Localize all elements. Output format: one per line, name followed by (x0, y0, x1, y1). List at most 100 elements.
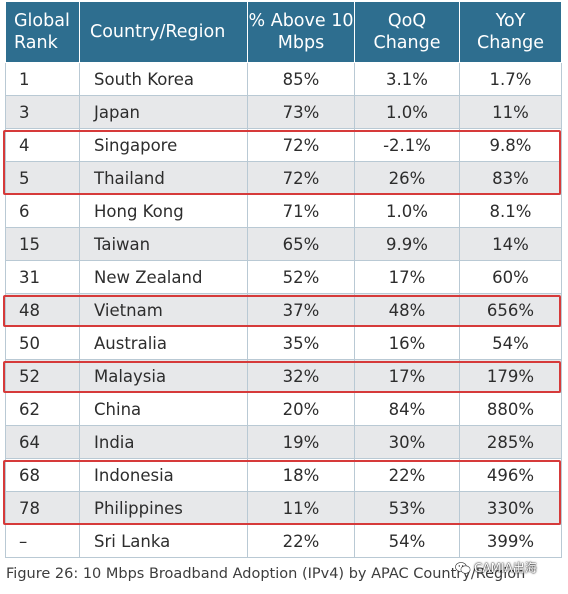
table-row: 48 Vietnam 37% 48% 656% (5, 293, 562, 327)
cell-rank: 1 (5, 62, 80, 96)
cell-rank: – (5, 524, 80, 558)
cell-yoy-change: 11% (459, 95, 562, 129)
cell-yoy-change: 8.1% (459, 194, 562, 228)
cell-yoy-change: 330% (459, 491, 562, 525)
cell-country: Thailand (79, 161, 248, 195)
watermark-text: CAMIA出海 (474, 561, 537, 575)
cell-qoq-change: -2.1% (354, 128, 460, 162)
table-body: 1 South Korea 85% 3.1% 1.7% 3 Japan 73% 1.0% 11% 4… (5, 62, 562, 558)
cell-country: India (79, 425, 248, 459)
header-qoq-change: QoQ Change (354, 1, 460, 63)
cell-pct-above-10mbps: 11% (247, 491, 355, 525)
header-pct-above-10mbps: % Above 10 Mbps (247, 1, 355, 63)
cell-qoq-change: 17% (354, 260, 460, 294)
cell-rank: 50 (5, 326, 80, 360)
cell-yoy-change: 83% (459, 161, 562, 195)
cell-pct-above-10mbps: 71% (247, 194, 355, 228)
cell-qoq-change: 9.9% (354, 227, 460, 261)
table-row: 64 India 19% 30% 285% (5, 425, 562, 459)
cell-country: Vietnam (79, 293, 248, 327)
cell-pct-above-10mbps: 72% (247, 161, 355, 195)
cell-qoq-change: 3.1% (354, 62, 460, 96)
cell-rank: 62 (5, 392, 80, 426)
header-row: Global Rank Country/Region % Above 10 Mb… (5, 1, 562, 63)
cell-rank: 68 (5, 458, 80, 492)
table-row: 3 Japan 73% 1.0% 11% (5, 95, 562, 129)
cell-country: Australia (79, 326, 248, 360)
cell-country: Taiwan (79, 227, 248, 261)
cell-pct-above-10mbps: 73% (247, 95, 355, 129)
cell-qoq-change: 17% (354, 359, 460, 393)
cell-country: Japan (79, 95, 248, 129)
cell-country: New Zealand (79, 260, 248, 294)
cell-country: Singapore (79, 128, 248, 162)
cell-qoq-change: 16% (354, 326, 460, 360)
cell-yoy-change: 60% (459, 260, 562, 294)
cell-yoy-change: 285% (459, 425, 562, 459)
cell-rank: 3 (5, 95, 80, 129)
cell-yoy-change: 496% (459, 458, 562, 492)
cell-pct-above-10mbps: 22% (247, 524, 355, 558)
cell-pct-above-10mbps: 52% (247, 260, 355, 294)
header-global-rank: Global Rank (5, 1, 80, 63)
cell-yoy-change: 656% (459, 293, 562, 327)
cell-qoq-change: 30% (354, 425, 460, 459)
table-row: – Sri Lanka 22% 54% 399% (5, 524, 562, 558)
table-row: 15 Taiwan 65% 9.9% 14% (5, 227, 562, 261)
cell-yoy-change: 9.8% (459, 128, 562, 162)
table-row: 4 Singapore 72% -2.1% 9.8% (5, 128, 562, 162)
table-row: 52 Malaysia 32% 17% 179% (5, 359, 562, 393)
cell-qoq-change: 22% (354, 458, 460, 492)
wechat-icon (455, 561, 471, 575)
cell-pct-above-10mbps: 65% (247, 227, 355, 261)
cell-pct-above-10mbps: 20% (247, 392, 355, 426)
cell-qoq-change: 84% (354, 392, 460, 426)
cell-qoq-change: 48% (354, 293, 460, 327)
table-row: 1 South Korea 85% 3.1% 1.7% (5, 62, 562, 96)
cell-rank: 48 (5, 293, 80, 327)
cell-country: Philippines (79, 491, 248, 525)
cell-qoq-change: 26% (354, 161, 460, 195)
table-row: 31 New Zealand 52% 17% 60% (5, 260, 562, 294)
cell-rank: 78 (5, 491, 80, 525)
cell-rank: 4 (5, 128, 80, 162)
header-country-region: Country/Region (79, 1, 248, 63)
header-yoy-change: YoY Change (459, 1, 562, 63)
cell-pct-above-10mbps: 35% (247, 326, 355, 360)
watermark: CAMIA出海 (455, 559, 537, 576)
table-row: 78 Philippines 11% 53% 330% (5, 491, 562, 525)
cell-rank: 64 (5, 425, 80, 459)
cell-country: China (79, 392, 248, 426)
cell-country: Sri Lanka (79, 524, 248, 558)
cell-pct-above-10mbps: 19% (247, 425, 355, 459)
cell-yoy-change: 399% (459, 524, 562, 558)
cell-yoy-change: 1.7% (459, 62, 562, 96)
cell-country: Malaysia (79, 359, 248, 393)
cell-rank: 15 (5, 227, 80, 261)
cell-yoy-change: 880% (459, 392, 562, 426)
cell-country: Hong Kong (79, 194, 248, 228)
cell-qoq-change: 1.0% (354, 194, 460, 228)
cell-pct-above-10mbps: 37% (247, 293, 355, 327)
cell-pct-above-10mbps: 32% (247, 359, 355, 393)
cell-yoy-change: 54% (459, 326, 562, 360)
table-row: 5 Thailand 72% 26% 83% (5, 161, 562, 195)
cell-pct-above-10mbps: 85% (247, 62, 355, 96)
cell-country: Indonesia (79, 458, 248, 492)
cell-yoy-change: 14% (459, 227, 562, 261)
cell-rank: 31 (5, 260, 80, 294)
cell-pct-above-10mbps: 18% (247, 458, 355, 492)
cell-qoq-change: 54% (354, 524, 460, 558)
table-row: 6 Hong Kong 71% 1.0% 8.1% (5, 194, 562, 228)
cell-yoy-change: 179% (459, 359, 562, 393)
cell-rank: 6 (5, 194, 80, 228)
cell-rank: 52 (5, 359, 80, 393)
cell-qoq-change: 53% (354, 491, 460, 525)
table-row: 50 Australia 35% 16% 54% (5, 326, 562, 360)
cell-pct-above-10mbps: 72% (247, 128, 355, 162)
cell-rank: 5 (5, 161, 80, 195)
broadband-adoption-table: Global Rank Country/Region % Above 10 Mb… (5, 1, 562, 558)
cell-country: South Korea (79, 62, 248, 96)
table-row: 68 Indonesia 18% 22% 496% (5, 458, 562, 492)
cell-qoq-change: 1.0% (354, 95, 460, 129)
